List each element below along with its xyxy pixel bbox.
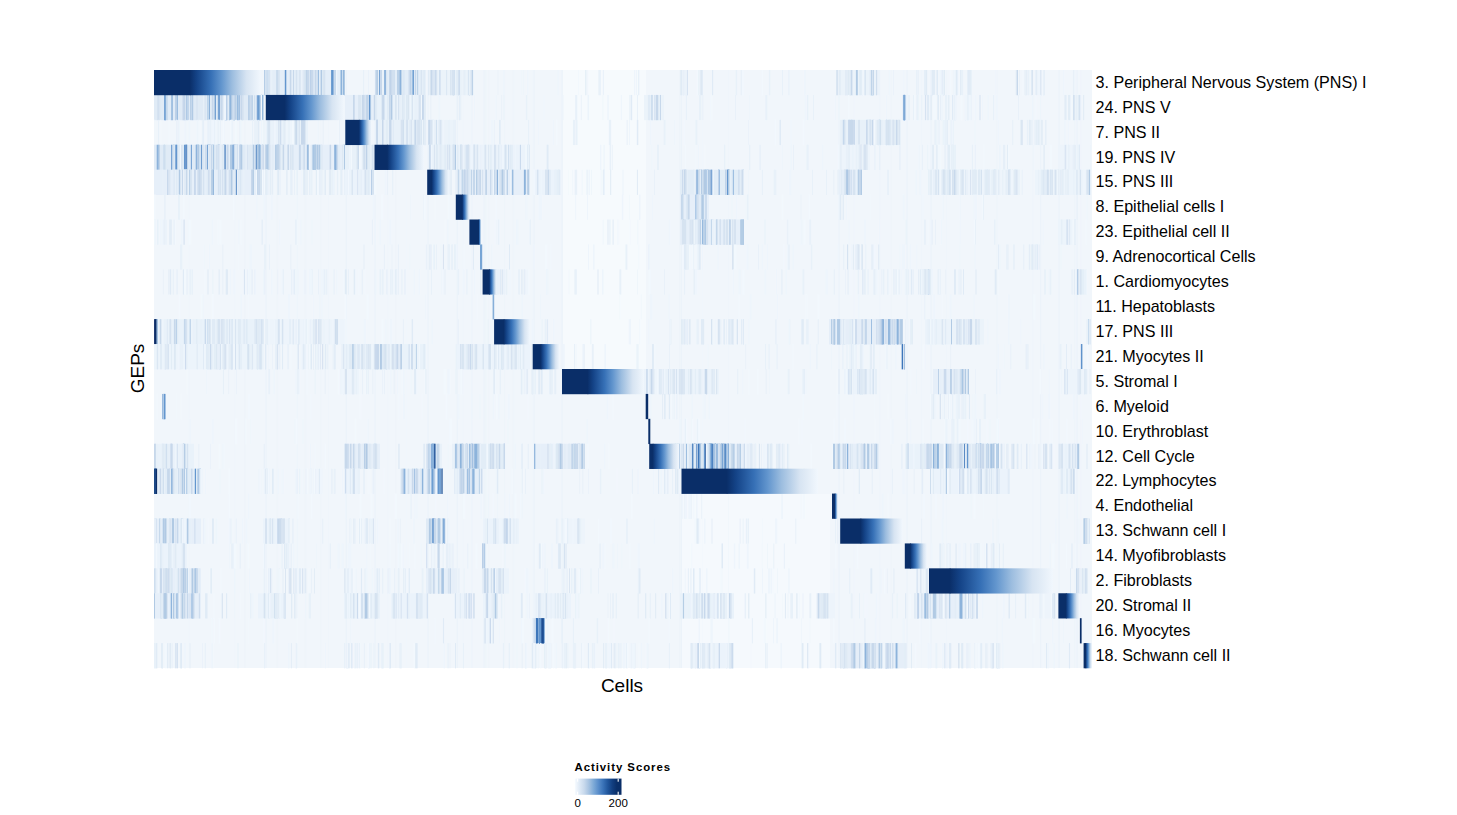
svg-text:22. Lymphocytes: 22. Lymphocytes	[1096, 471, 1217, 489]
svg-text:21. Myocytes II: 21. Myocytes II	[1096, 347, 1204, 365]
svg-text:5. Stromal I: 5. Stromal I	[1096, 372, 1178, 390]
svg-text:13. Schwann cell I: 13. Schwann cell I	[1096, 521, 1227, 539]
svg-text:10. Erythroblast: 10. Erythroblast	[1096, 422, 1209, 440]
svg-text:Activity Scores: Activity Scores	[575, 761, 672, 773]
svg-text:11. Hepatoblasts: 11. Hepatoblasts	[1096, 297, 1216, 315]
svg-text:14. Myofibroblasts: 14. Myofibroblasts	[1096, 546, 1227, 564]
svg-text:20. Stromal II: 20. Stromal II	[1096, 596, 1192, 614]
svg-text:17. PNS III: 17. PNS III	[1096, 322, 1174, 340]
svg-text:200: 200	[609, 797, 628, 809]
svg-text:23. Epithelial cell II: 23. Epithelial cell II	[1096, 222, 1230, 240]
svg-text:Cells: Cells	[601, 675, 643, 696]
svg-text:6. Myeloid: 6. Myeloid	[1096, 397, 1169, 415]
svg-text:8. Epithelial cells I: 8. Epithelial cells I	[1096, 197, 1225, 215]
svg-text:15. PNS III: 15. PNS III	[1096, 172, 1174, 190]
svg-text:GEPs: GEPs	[127, 344, 148, 394]
svg-text:19. PNS IV: 19. PNS IV	[1096, 148, 1176, 166]
svg-text:18. Schwann cell II: 18. Schwann cell II	[1096, 646, 1231, 664]
svg-text:12. Cell Cycle: 12. Cell Cycle	[1096, 447, 1195, 465]
svg-text:2. Fibroblasts: 2. Fibroblasts	[1096, 571, 1193, 589]
svg-text:24. PNS V: 24. PNS V	[1096, 98, 1171, 116]
svg-text:3. Peripheral Nervous System (: 3. Peripheral Nervous System (PNS) I	[1096, 73, 1367, 91]
svg-text:9. Adrenocortical Cells: 9. Adrenocortical Cells	[1096, 247, 1256, 265]
svg-text:1. Cardiomyocytes: 1. Cardiomyocytes	[1096, 272, 1229, 290]
svg-text:0: 0	[574, 797, 580, 809]
svg-text:4. Endothelial: 4. Endothelial	[1096, 496, 1194, 514]
svg-text:7. PNS II: 7. PNS II	[1096, 123, 1160, 141]
svg-text:16. Myocytes: 16. Myocytes	[1096, 621, 1191, 639]
